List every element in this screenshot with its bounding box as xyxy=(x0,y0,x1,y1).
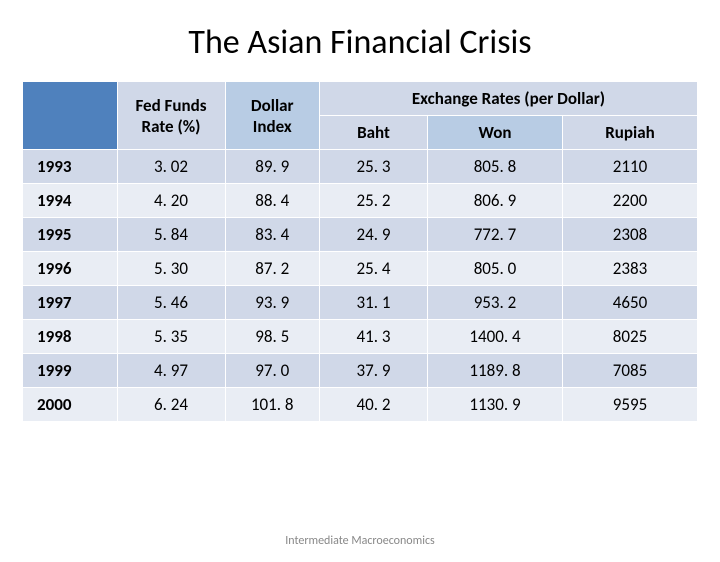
table-row: 19955. 8483. 424. 9772. 72308 xyxy=(23,218,698,252)
cell-year: 1998 xyxy=(23,320,118,354)
cell-baht: 25. 3 xyxy=(320,150,428,184)
cell-fed: 4. 97 xyxy=(117,354,225,388)
cell-won: 805. 8 xyxy=(428,150,563,184)
cell-year: 1995 xyxy=(23,218,118,252)
cell-won: 805. 0 xyxy=(428,252,563,286)
cell-baht: 40. 2 xyxy=(320,388,428,422)
cell-fed: 5. 35 xyxy=(117,320,225,354)
table-row: 19985. 3598. 541. 31400. 48025 xyxy=(23,320,698,354)
table-row: 19944. 2088. 425. 2806. 92200 xyxy=(23,184,698,218)
cell-won: 1130. 9 xyxy=(428,388,563,422)
table-row: 19994. 9797. 037. 91189. 87085 xyxy=(23,354,698,388)
cell-dollar: 88. 4 xyxy=(225,184,320,218)
table-row: 19975. 4693. 931. 1953. 24650 xyxy=(23,286,698,320)
cell-baht: 25. 4 xyxy=(320,252,428,286)
cell-fed: 6. 24 xyxy=(117,388,225,422)
header-exchange-group: Exchange Rates (per Dollar) xyxy=(320,82,698,116)
cell-won: 953. 2 xyxy=(428,286,563,320)
cell-baht: 41. 3 xyxy=(320,320,428,354)
cell-rupiah: 7085 xyxy=(563,354,698,388)
cell-dollar: 93. 9 xyxy=(225,286,320,320)
cell-baht: 25. 2 xyxy=(320,184,428,218)
cell-baht: 37. 9 xyxy=(320,354,428,388)
cell-won: 1189. 8 xyxy=(428,354,563,388)
cell-rupiah: 2110 xyxy=(563,150,698,184)
cell-dollar: 101. 8 xyxy=(225,388,320,422)
cell-rupiah: 9595 xyxy=(563,388,698,422)
cell-fed: 5. 46 xyxy=(117,286,225,320)
cell-dollar: 89. 9 xyxy=(225,150,320,184)
cell-dollar: 83. 4 xyxy=(225,218,320,252)
header-fed: Fed Funds Rate (%) xyxy=(117,82,225,150)
cell-fed: 5. 84 xyxy=(117,218,225,252)
table-row: 19933. 0289. 925. 3805. 82110 xyxy=(23,150,698,184)
cell-year: 1999 xyxy=(23,354,118,388)
cell-rupiah: 2308 xyxy=(563,218,698,252)
cell-won: 772. 7 xyxy=(428,218,563,252)
data-table: Fed Funds Rate (%) Dollar Index Exchange… xyxy=(22,81,698,422)
header-won: Won xyxy=(428,116,563,150)
cell-fed: 4. 20 xyxy=(117,184,225,218)
footer-text: Intermediate Macroeconomics xyxy=(0,534,720,548)
cell-won: 1400. 4 xyxy=(428,320,563,354)
header-year-blank xyxy=(23,82,118,150)
cell-dollar: 97. 0 xyxy=(225,354,320,388)
cell-fed: 5. 30 xyxy=(117,252,225,286)
header-rupiah: Rupiah xyxy=(563,116,698,150)
header-baht: Baht xyxy=(320,116,428,150)
cell-fed: 3. 02 xyxy=(117,150,225,184)
cell-year: 1993 xyxy=(23,150,118,184)
cell-dollar: 87. 2 xyxy=(225,252,320,286)
data-table-container: Fed Funds Rate (%) Dollar Index Exchange… xyxy=(22,81,698,422)
cell-won: 806. 9 xyxy=(428,184,563,218)
cell-rupiah: 8025 xyxy=(563,320,698,354)
cell-dollar: 98. 5 xyxy=(225,320,320,354)
table-row: 20006. 24101. 840. 21130. 99595 xyxy=(23,388,698,422)
cell-year: 1996 xyxy=(23,252,118,286)
table-row: 19965. 3087. 225. 4805. 02383 xyxy=(23,252,698,286)
cell-rupiah: 2200 xyxy=(563,184,698,218)
cell-rupiah: 4650 xyxy=(563,286,698,320)
cell-year: 1994 xyxy=(23,184,118,218)
header-dollar: Dollar Index xyxy=(225,82,320,150)
cell-rupiah: 2383 xyxy=(563,252,698,286)
cell-year: 1997 xyxy=(23,286,118,320)
cell-year: 2000 xyxy=(23,388,118,422)
cell-baht: 31. 1 xyxy=(320,286,428,320)
cell-baht: 24. 9 xyxy=(320,218,428,252)
slide-title: The Asian Financial Crisis xyxy=(0,22,720,63)
